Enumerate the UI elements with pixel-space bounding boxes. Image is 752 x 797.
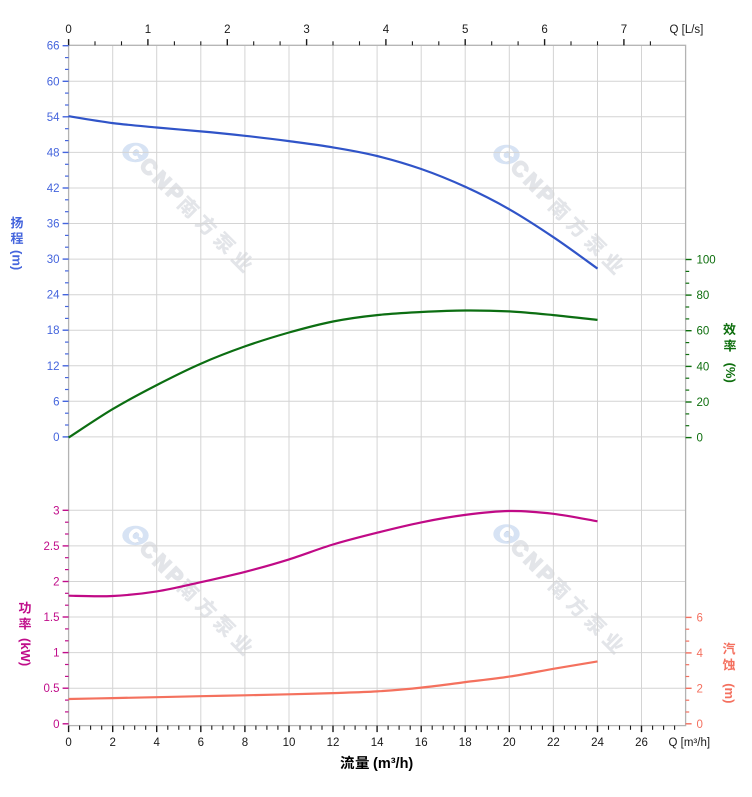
svg-text:22: 22 xyxy=(547,737,560,749)
svg-text:20: 20 xyxy=(697,397,710,409)
svg-text:10: 10 xyxy=(283,737,296,749)
svg-text:42: 42 xyxy=(47,183,60,195)
svg-text:40: 40 xyxy=(697,361,710,373)
svg-text:26: 26 xyxy=(635,737,648,749)
svg-text:6: 6 xyxy=(198,737,204,749)
svg-text:1.5: 1.5 xyxy=(44,612,60,624)
svg-text:CNP: CNP xyxy=(135,154,190,209)
svg-text:24: 24 xyxy=(591,737,604,749)
svg-text:0: 0 xyxy=(697,433,703,445)
svg-text:4: 4 xyxy=(153,737,160,749)
svg-text:(%): (%) xyxy=(723,363,738,383)
svg-text:0: 0 xyxy=(53,719,59,731)
svg-text:(m³/h): (m³/h) xyxy=(373,756,413,772)
svg-text:6: 6 xyxy=(697,612,703,624)
svg-text:12: 12 xyxy=(327,737,340,749)
svg-text:(m): (m) xyxy=(9,250,24,270)
svg-text:(kW): (kW) xyxy=(18,638,33,666)
svg-text:1: 1 xyxy=(145,24,151,36)
svg-text:0: 0 xyxy=(697,719,703,731)
svg-text:(m): (m) xyxy=(722,683,737,703)
svg-text:1: 1 xyxy=(53,648,59,660)
svg-text:6: 6 xyxy=(53,396,59,408)
svg-text:54: 54 xyxy=(47,112,60,124)
svg-text:4: 4 xyxy=(383,24,390,36)
svg-text:18: 18 xyxy=(459,737,472,749)
svg-text:2: 2 xyxy=(697,683,703,695)
svg-text:60: 60 xyxy=(697,326,710,338)
svg-text:4: 4 xyxy=(697,648,704,660)
svg-text:7: 7 xyxy=(621,24,627,36)
svg-text:0: 0 xyxy=(65,737,71,749)
svg-text:60: 60 xyxy=(47,76,60,88)
svg-text:80: 80 xyxy=(697,290,710,302)
svg-text:20: 20 xyxy=(503,737,516,749)
svg-text:2: 2 xyxy=(224,24,230,36)
svg-text:100: 100 xyxy=(697,255,716,267)
svg-text:0: 0 xyxy=(53,432,59,444)
svg-text:14: 14 xyxy=(371,737,384,749)
svg-text:48: 48 xyxy=(47,147,60,159)
svg-text:16: 16 xyxy=(415,737,428,749)
svg-text:CNP: CNP xyxy=(506,156,561,211)
svg-text:2.5: 2.5 xyxy=(44,541,60,553)
svg-text:CNP: CNP xyxy=(135,537,190,592)
svg-text:0: 0 xyxy=(65,24,71,36)
svg-text:2: 2 xyxy=(53,577,59,589)
svg-text:3: 3 xyxy=(303,24,309,36)
svg-text:CNP: CNP xyxy=(506,535,561,590)
svg-text:Q [L/s]: Q [L/s] xyxy=(670,24,704,36)
svg-text:8: 8 xyxy=(242,737,248,749)
svg-text:6: 6 xyxy=(541,24,547,36)
svg-text:24: 24 xyxy=(47,290,60,302)
svg-text:66: 66 xyxy=(47,41,60,53)
svg-text:12: 12 xyxy=(47,361,60,373)
svg-text:18: 18 xyxy=(47,325,60,337)
svg-text:5: 5 xyxy=(462,24,468,36)
svg-text:30: 30 xyxy=(47,254,60,266)
svg-text:Q [m³/h]: Q [m³/h] xyxy=(669,737,711,749)
svg-text:36: 36 xyxy=(47,219,60,231)
svg-text:0.5: 0.5 xyxy=(44,683,60,695)
svg-text:2: 2 xyxy=(109,737,115,749)
svg-text:3: 3 xyxy=(53,505,59,517)
